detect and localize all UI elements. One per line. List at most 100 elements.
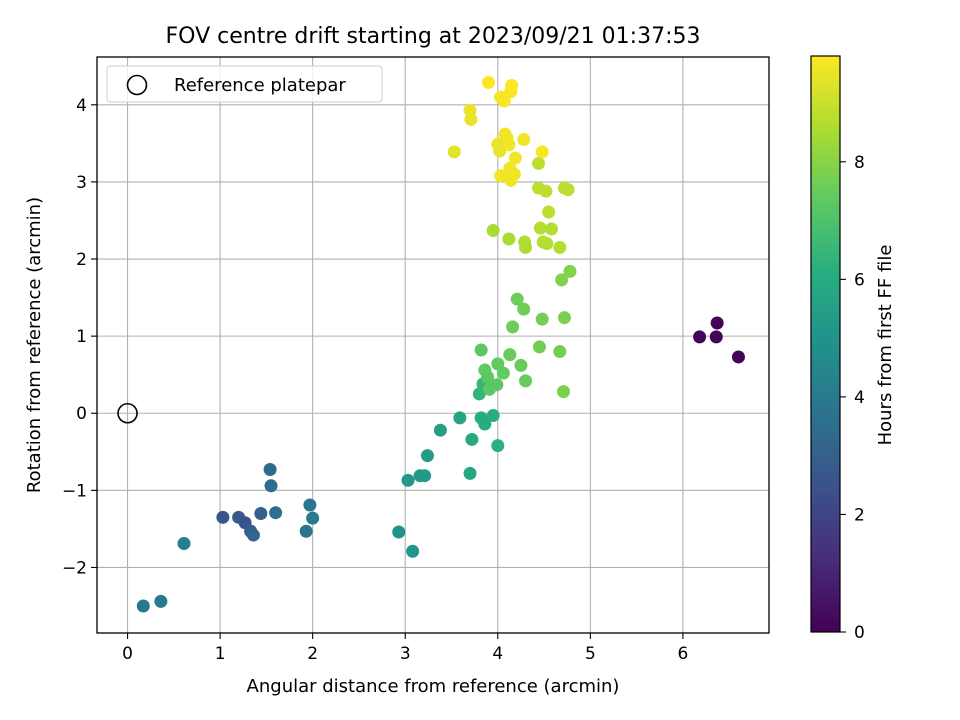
scatter-point <box>693 330 707 344</box>
scatter-point <box>463 103 477 117</box>
scatter-point <box>506 320 520 334</box>
scatter-point <box>299 524 313 538</box>
scatter-point <box>490 378 504 392</box>
scatter-point <box>474 343 488 357</box>
scatter-point <box>246 528 260 542</box>
scatter-point <box>557 311 571 325</box>
colorbar-label: Hours from first FF file <box>875 245 896 446</box>
scatter-point <box>535 145 549 159</box>
scatter-point <box>177 537 191 551</box>
plot-frame <box>96 56 770 634</box>
scatter-point <box>447 145 461 159</box>
y-tick-label: 4 <box>76 96 87 116</box>
colorbar-tick-label: 8 <box>854 153 865 173</box>
scatter-point <box>472 387 486 401</box>
y-tick-label: 2 <box>76 250 87 270</box>
y-tick-label: −2 <box>62 558 87 578</box>
scatter-point <box>555 273 569 287</box>
scatter-point <box>401 473 415 487</box>
scatter-point <box>507 167 521 181</box>
scatter-point <box>532 340 546 354</box>
scatter-point <box>497 94 511 108</box>
scatter-point <box>510 292 524 306</box>
scatter-point <box>482 75 496 89</box>
x-tick-label: 6 <box>678 644 689 664</box>
scatter-point <box>136 599 150 613</box>
scatter-point <box>517 133 531 147</box>
scatter-point <box>154 594 168 608</box>
scatter-point <box>269 506 283 520</box>
scatter-point <box>561 183 575 197</box>
scatter-point <box>392 525 406 539</box>
x-tick-label: 3 <box>400 644 411 664</box>
scatter-point <box>216 510 230 524</box>
scatter-point <box>486 223 500 237</box>
legend: Reference platepar <box>106 65 383 103</box>
y-axis-ticks: −2 −1 0 1 2 3 4 <box>62 96 97 578</box>
scatter-point <box>502 232 516 246</box>
scatter-point <box>508 151 522 165</box>
scatter-point <box>542 205 556 219</box>
colorbar-tick-label: 6 <box>854 270 865 290</box>
scatter-point <box>540 237 554 251</box>
y-tick-label: 0 <box>76 404 87 424</box>
y-tick-label: −1 <box>62 481 87 501</box>
scatter-point <box>481 370 495 384</box>
chart-title: FOV centre drift starting at 2023/09/21 … <box>166 24 701 49</box>
scatter-point <box>557 385 571 399</box>
y-tick-label: 3 <box>76 173 87 193</box>
scatter-point <box>433 423 447 437</box>
scatter-point <box>544 222 558 236</box>
x-tick-label: 0 <box>122 644 133 664</box>
scatter-point <box>420 449 434 463</box>
scatter-point <box>486 409 500 423</box>
reference-platepar-marker <box>117 402 138 424</box>
y-axis-label: Rotation from reference (arcmin) <box>24 197 45 493</box>
scatter-point <box>406 544 420 558</box>
x-axis-label: Angular distance from reference (arcmin) <box>247 676 620 697</box>
scatter-point <box>463 466 477 480</box>
scatter-point <box>493 144 507 158</box>
scatter-point <box>254 506 268 520</box>
scatter-point <box>709 330 723 344</box>
scatter-point <box>494 169 508 183</box>
scatter-point <box>491 439 505 453</box>
colorbar <box>810 55 841 633</box>
scatter-point <box>465 432 479 446</box>
x-tick-label: 5 <box>585 644 596 664</box>
scatter-point <box>453 411 467 425</box>
x-tick-label: 4 <box>492 644 503 664</box>
scatter-point <box>519 240 533 254</box>
x-tick-label: 1 <box>215 644 226 664</box>
scatter-point <box>535 312 549 326</box>
colorbar-tick-label: 0 <box>854 623 865 643</box>
scatter-point <box>264 479 278 493</box>
legend-box <box>106 65 383 103</box>
colorbar-tick-label: 4 <box>854 388 865 408</box>
scatter-point <box>502 138 516 152</box>
scatter-point <box>503 348 517 362</box>
colorbar-ticks: 0 2 4 6 8 <box>840 153 865 643</box>
scatter-point <box>517 302 531 316</box>
scatter-point <box>306 511 320 525</box>
scatter-points <box>136 75 745 613</box>
scatter-point <box>731 350 745 364</box>
scatter-point <box>539 184 553 198</box>
scatter-point <box>710 316 724 330</box>
x-tick-label: 2 <box>307 644 318 664</box>
colorbar-tick-label: 2 <box>854 505 865 525</box>
scatter-point <box>418 469 432 483</box>
scatter-point <box>553 240 567 254</box>
x-axis-ticks: 0 1 2 3 4 5 6 <box>122 633 688 664</box>
scatter-point <box>303 498 317 512</box>
scatter-point <box>563 264 577 278</box>
scatter-point <box>496 366 510 380</box>
scatter-point <box>553 345 567 359</box>
scatter-point <box>505 79 519 93</box>
legend-marker-icon <box>126 74 148 96</box>
scatter-point <box>519 374 533 388</box>
grid <box>97 57 769 633</box>
scatter-point <box>514 358 528 372</box>
scatter-point <box>478 417 492 431</box>
